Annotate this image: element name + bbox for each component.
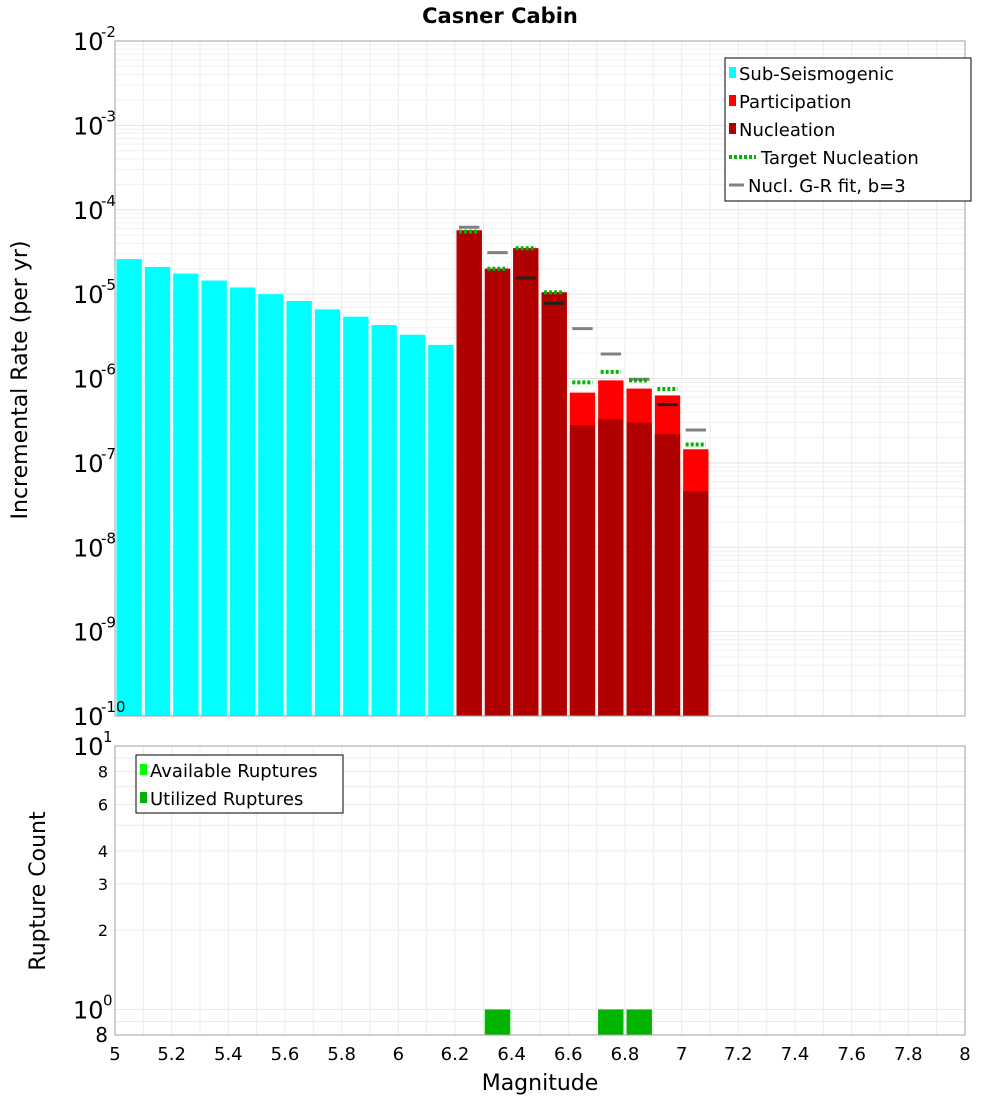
count-y-minor-tick-label: 6 <box>98 795 108 814</box>
x-tick-label: 7.8 <box>894 1044 923 1065</box>
bar-nucleation <box>598 419 624 716</box>
x-tick-label: 5 <box>109 1044 120 1065</box>
bar-sub-seismogenic <box>229 287 256 716</box>
bar-nucleation <box>626 422 652 716</box>
rate-y-tick-exponent: -5 <box>101 276 116 294</box>
rate-plot-frame <box>114 40 966 717</box>
x-tick-label: 7.6 <box>837 1044 866 1065</box>
rate-y-tick-label: 10 <box>73 366 104 394</box>
bar-utilized-ruptures <box>598 1009 624 1035</box>
count-y-tick-label: 10 <box>73 733 104 761</box>
legend-swatch-sub-seismogenic <box>729 67 736 78</box>
rate-panel: Casner Cabin 10-210-310-410-510-610-710-… <box>8 4 972 731</box>
rate-y-tick-exponent: -7 <box>101 445 116 463</box>
x-tick-label: 6.4 <box>497 1044 526 1065</box>
count-legend-box <box>135 754 344 814</box>
bar-nucleation <box>456 230 482 716</box>
rate-y-tick-label: 10 <box>73 450 104 478</box>
x-tick-label: 5.8 <box>327 1044 356 1065</box>
count-y-minor-tick-label: 8 <box>98 763 108 782</box>
bar-sub-seismogenic <box>173 273 199 716</box>
x-tick-label: 7.2 <box>724 1044 753 1065</box>
bar-sub-seismogenic <box>399 334 426 716</box>
bar-sub-seismogenic <box>314 309 341 716</box>
legend-swatch-available <box>140 764 147 775</box>
rate-legend-box <box>724 57 972 202</box>
count-y-minor-tick-label: 3 <box>98 875 108 894</box>
legend-label-gr-fit: Nucl. G-R fit, b=3 <box>748 176 906 197</box>
legend-swatch-participation <box>729 95 736 106</box>
rate-y-tick-label: 10 <box>73 281 104 309</box>
bar-sub-seismogenic <box>286 300 312 716</box>
rate-bars <box>116 225 709 717</box>
bar-nucleation <box>541 292 567 716</box>
rate-y-tick-exponent: -3 <box>101 107 116 125</box>
rate-legend: Sub-Seismogenic Participation Nucleation… <box>724 57 972 202</box>
x-tick-label: 5.6 <box>271 1044 300 1065</box>
x-axis-title: Magnitude <box>482 1071 599 1096</box>
bar-utilized-ruptures <box>626 1009 652 1035</box>
count-y-minor-tick-label: 2 <box>98 921 108 940</box>
rate-y-tick-exponent: -8 <box>101 529 116 547</box>
bar-sub-seismogenic <box>144 266 171 716</box>
bar-nucleation <box>569 425 596 716</box>
chart-title: Casner Cabin <box>422 4 578 28</box>
legend-swatch-nucleation <box>729 123 736 134</box>
rate-y-tick-exponent: -6 <box>101 361 116 379</box>
legend-label-available: Available Ruptures <box>150 761 318 782</box>
count-plot-frame <box>114 745 966 1036</box>
x-tick-label: 5.2 <box>157 1044 186 1065</box>
x-tick-label: 5.4 <box>214 1044 243 1065</box>
rate-y-tick-label: 10 <box>73 619 104 647</box>
count-y-minor-tick-label: 4 <box>98 842 108 861</box>
x-tick-label: 6.8 <box>611 1044 640 1065</box>
bar-nucleation <box>654 433 681 716</box>
bar-nucleation <box>513 248 539 717</box>
bar-sub-seismogenic <box>258 294 284 716</box>
count-legend: Available Ruptures Utilized Ruptures <box>135 754 344 814</box>
legend-swatch-utilized <box>140 792 147 803</box>
bar-sub-seismogenic <box>428 344 454 716</box>
count-bars <box>484 1009 652 1035</box>
x-tick-label: 7.4 <box>781 1044 810 1065</box>
count-y-tick-label: 10 <box>73 996 104 1024</box>
x-tick-label: 7 <box>676 1044 687 1065</box>
count-y-tick-exponent: 0 <box>103 991 113 1009</box>
x-ticks: 5 5.2 5.4 5.6 5.8 6 6.2 6.4 6.6 6.8 7 7.2 7.4 7.6 7.8 8 <box>109 1044 970 1065</box>
count-y-axis-title: Rupture Count <box>26 811 51 971</box>
bar-sub-seismogenic <box>116 259 142 716</box>
rate-y-axis-title: Incremental Rate (per yr) <box>8 241 33 520</box>
x-tick-label: 6.6 <box>554 1044 583 1065</box>
rate-y-tick-label: 10 <box>73 28 104 56</box>
bar-sub-seismogenic <box>343 316 369 716</box>
rate-y-tick-exponent: -9 <box>101 614 116 632</box>
bar-nucleation <box>683 491 709 716</box>
count-y-minor-tick-label: 8 <box>95 1023 108 1047</box>
rate-y-tick-label: 10 <box>73 534 104 562</box>
count-grid <box>114 745 966 1036</box>
bar-nucleation <box>484 268 511 716</box>
rate-y-tick-label: 10 <box>73 197 104 225</box>
legend-label-target-nucleation: Target Nucleation <box>760 148 919 169</box>
rate-y-tick-exponent: -10 <box>101 698 126 716</box>
legend-label-utilized: Utilized Ruptures <box>150 789 303 810</box>
count-y-tick-exponent: 1 <box>103 728 113 746</box>
x-tick-label: 6.2 <box>441 1044 470 1065</box>
rate-y-tick-exponent: -2 <box>101 23 116 41</box>
x-tick-label: 6 <box>393 1044 404 1065</box>
legend-label-participation: Participation <box>739 92 851 113</box>
legend-label-sub-seismogenic: Sub-Seismogenic <box>739 64 894 85</box>
bar-sub-seismogenic <box>201 280 227 716</box>
rate-y-tick-label: 10 <box>73 703 104 731</box>
rate-y-ticks: 10-210-310-410-510-610-710-810-910-10 <box>73 23 126 731</box>
rate-y-tick-exponent: -4 <box>101 192 116 210</box>
rate-y-tick-label: 10 <box>73 112 104 140</box>
legend-label-nucleation: Nucleation <box>739 120 835 141</box>
x-tick-label: 8 <box>959 1044 970 1065</box>
bar-utilized-ruptures <box>484 1009 511 1035</box>
bar-sub-seismogenic <box>371 325 397 716</box>
